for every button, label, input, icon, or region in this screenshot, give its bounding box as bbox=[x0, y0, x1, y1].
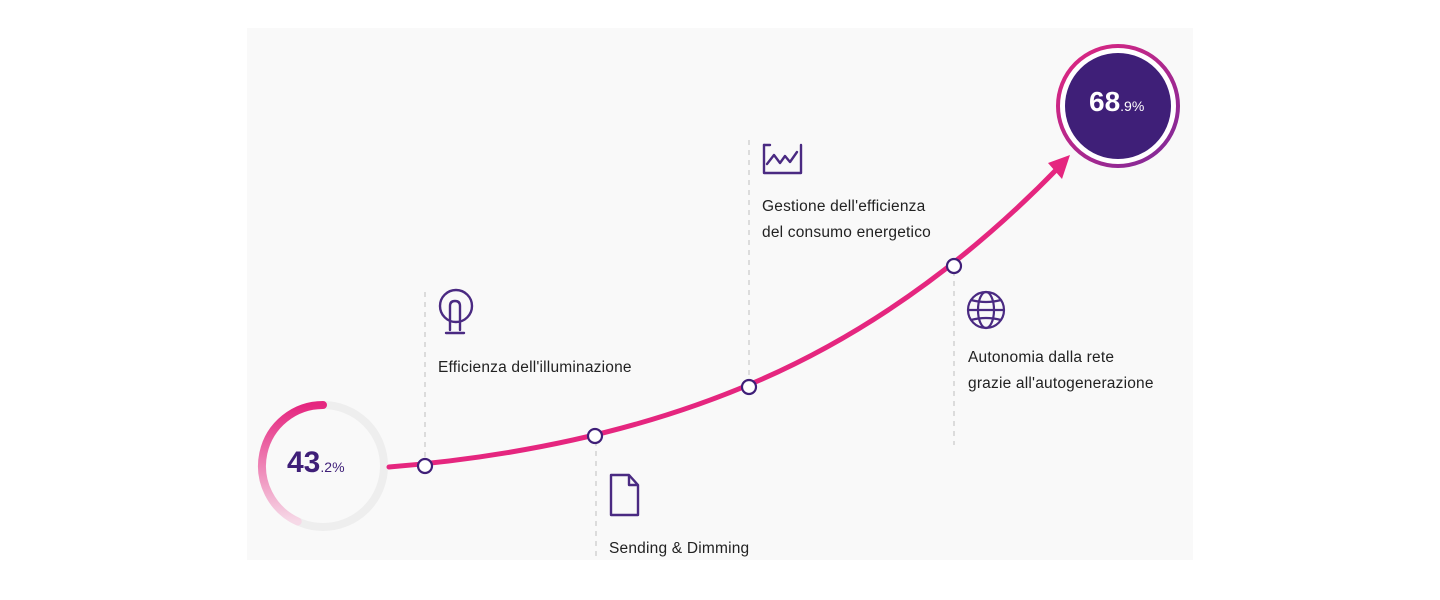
start-stat-whole: 43 bbox=[287, 446, 321, 479]
step-label-energy-line-2: del consumo energetico bbox=[762, 224, 931, 241]
arrow-head bbox=[1048, 155, 1070, 179]
node-4 bbox=[945, 257, 963, 275]
start-ring bbox=[257, 401, 388, 531]
chart-monitor-icon bbox=[762, 143, 803, 175]
step-label-sending-dimming: Sending & Dimming bbox=[609, 540, 750, 557]
diagram-panel bbox=[247, 28, 1193, 560]
node-1 bbox=[416, 457, 434, 475]
node-3 bbox=[740, 378, 758, 396]
step-label-energy-management: Gestione dell'efficienza del consumo ene… bbox=[762, 194, 931, 246]
end-stat-whole: 68 bbox=[1089, 86, 1121, 117]
end-stat-unit: % bbox=[1131, 98, 1145, 114]
node-2 bbox=[586, 427, 604, 445]
growth-curve bbox=[386, 165, 1061, 470]
globe-icon bbox=[966, 290, 1006, 330]
step-label-grid-line-2: grazie all'autogenerazione bbox=[968, 375, 1154, 392]
touch-lightbulb-icon bbox=[438, 288, 474, 335]
step-label-grid-autonomy: Autonomia dalla rete grazie all'autogene… bbox=[968, 345, 1154, 397]
start-stat: 43.2% bbox=[287, 446, 345, 480]
document-icon bbox=[609, 473, 640, 517]
start-stat-unit: % bbox=[332, 459, 345, 475]
guide-lines bbox=[424, 140, 955, 560]
start-progress-arc bbox=[257, 401, 327, 526]
end-stat-decimal: .9 bbox=[1120, 98, 1132, 114]
start-stat-decimal: .2 bbox=[320, 459, 333, 475]
end-stat: 68.9% bbox=[1089, 86, 1144, 118]
step-label-lighting: Efficienza dell'illuminazione bbox=[438, 359, 632, 376]
end-badge bbox=[1056, 44, 1180, 168]
step-label-grid-line-1: Autonomia dalla rete bbox=[968, 349, 1115, 366]
step-label-energy-line-1: Gestione dell'efficienza bbox=[762, 198, 926, 215]
